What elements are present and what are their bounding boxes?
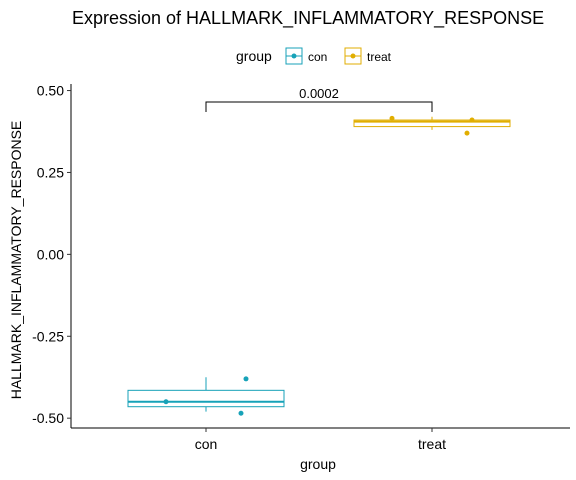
box-treat bbox=[353, 115, 511, 136]
y-tick-label: 0.25 bbox=[37, 164, 64, 180]
data-point bbox=[238, 410, 244, 416]
box-rect bbox=[127, 389, 285, 408]
x-tick-label: con bbox=[195, 436, 218, 452]
data-point bbox=[389, 115, 395, 121]
legend-item-treat: treat bbox=[344, 47, 392, 65]
y-axis-label: HALLMARK_INFLAMMATORY_RESPONSE bbox=[8, 121, 24, 400]
y-tick-label: -0.50 bbox=[32, 410, 64, 426]
legend: group con treat bbox=[236, 47, 392, 65]
p-value-label: 0.0002 bbox=[299, 86, 339, 101]
x-axis-label: group bbox=[300, 456, 336, 472]
y-tick-label: 0.50 bbox=[37, 83, 64, 99]
y-tick-label: -0.25 bbox=[32, 328, 64, 344]
legend-item-con: con bbox=[285, 47, 327, 65]
data-point bbox=[243, 376, 249, 382]
legend-key-point bbox=[350, 53, 356, 59]
box-rect bbox=[353, 119, 511, 128]
legend-label: con bbox=[308, 50, 327, 64]
legend-label: treat bbox=[367, 50, 392, 64]
data-point bbox=[469, 117, 475, 123]
box-con bbox=[127, 376, 285, 416]
bracket-line bbox=[205, 101, 433, 113]
x-tick-label: treat bbox=[418, 436, 446, 452]
legend-title: group bbox=[236, 48, 272, 64]
data-point bbox=[464, 130, 470, 136]
data-point bbox=[163, 399, 169, 405]
chart-title: Expression of HALLMARK_INFLAMMATORY_RESP… bbox=[72, 8, 544, 29]
legend-key-point bbox=[291, 53, 297, 59]
y-tick-label: 0.00 bbox=[37, 246, 64, 262]
significance-bracket: 0.0002 bbox=[205, 86, 433, 113]
plot-area: 0.50 0.25 0.00 -0.25 -0.50 con treat 0.0002 bbox=[32, 83, 570, 452]
